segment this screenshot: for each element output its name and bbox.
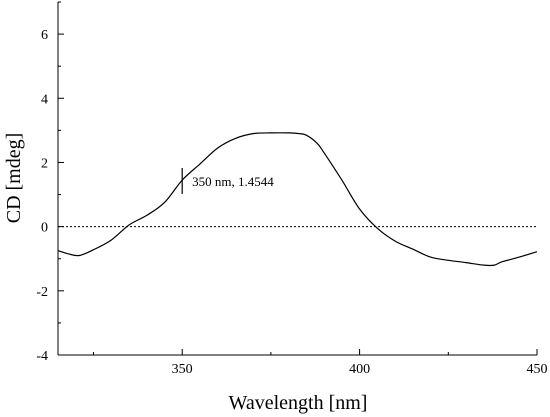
- x-tick-label: 400: [349, 362, 370, 377]
- y-tick-label: 0: [41, 221, 48, 236]
- x-tick-label: 350: [172, 362, 193, 377]
- cd-spectrum-line: [57, 132, 538, 267]
- y-tick-label: 4: [41, 92, 48, 107]
- y-axis-title: CD [mdeg]: [3, 133, 25, 224]
- cursor-readout-label: 350 nm, 1.4544: [192, 174, 274, 189]
- x-axis-title: Wavelength [nm]: [229, 392, 368, 414]
- y-tick-label: -4: [36, 349, 48, 364]
- y-tick-label: -2: [36, 285, 48, 300]
- x-tick-label: 450: [527, 362, 548, 377]
- y-tick-label: 6: [41, 28, 48, 43]
- y-tick-label: 2: [41, 156, 48, 171]
